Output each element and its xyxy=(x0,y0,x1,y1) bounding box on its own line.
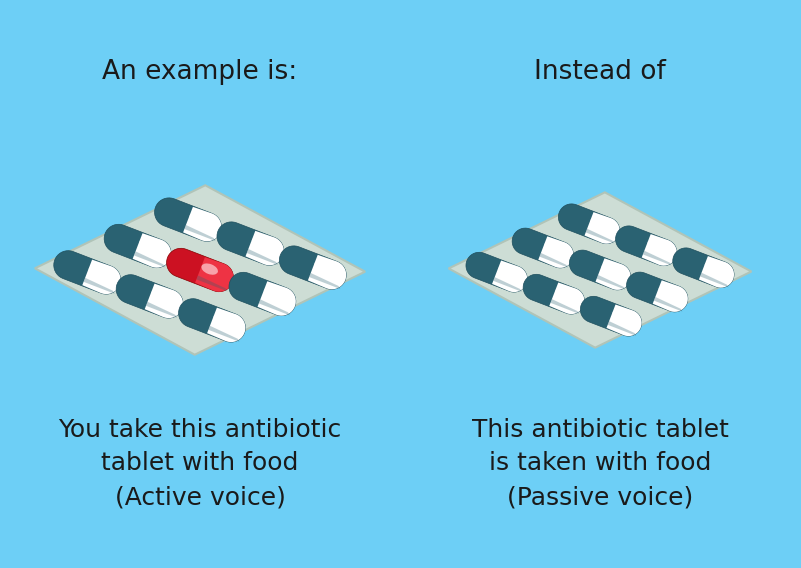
Polygon shape xyxy=(247,249,278,265)
Polygon shape xyxy=(653,280,688,312)
Polygon shape xyxy=(207,308,245,342)
Polygon shape xyxy=(654,297,682,312)
Ellipse shape xyxy=(590,218,606,228)
Polygon shape xyxy=(104,224,171,268)
Polygon shape xyxy=(585,212,620,244)
Polygon shape xyxy=(155,198,221,241)
Ellipse shape xyxy=(705,262,720,272)
Polygon shape xyxy=(699,256,734,288)
Polygon shape xyxy=(195,257,233,292)
Polygon shape xyxy=(626,272,688,312)
Text: This antibiotic tablet
is taken with food
(Passive voice): This antibiotic tablet is taken with foo… xyxy=(472,418,728,509)
Polygon shape xyxy=(550,299,579,314)
Polygon shape xyxy=(245,231,284,265)
Ellipse shape xyxy=(612,310,627,320)
Polygon shape xyxy=(449,193,751,348)
Polygon shape xyxy=(146,302,177,318)
Ellipse shape xyxy=(498,266,513,277)
Polygon shape xyxy=(83,278,115,294)
Polygon shape xyxy=(608,321,636,336)
Ellipse shape xyxy=(544,242,559,252)
Polygon shape xyxy=(35,185,365,355)
Polygon shape xyxy=(643,250,671,265)
Polygon shape xyxy=(492,261,527,292)
Polygon shape xyxy=(512,228,574,268)
Polygon shape xyxy=(54,250,121,294)
Polygon shape xyxy=(493,277,521,292)
Polygon shape xyxy=(597,275,626,290)
Polygon shape xyxy=(606,304,642,336)
Polygon shape xyxy=(183,207,221,241)
Ellipse shape xyxy=(252,237,268,248)
Ellipse shape xyxy=(213,314,230,325)
Polygon shape xyxy=(257,281,296,316)
Polygon shape xyxy=(134,252,165,268)
Polygon shape xyxy=(549,282,585,314)
Polygon shape xyxy=(673,248,734,288)
Polygon shape xyxy=(466,252,527,292)
Polygon shape xyxy=(540,253,568,268)
Polygon shape xyxy=(83,260,121,294)
Polygon shape xyxy=(700,273,729,287)
Polygon shape xyxy=(280,246,346,289)
Polygon shape xyxy=(184,225,215,241)
Ellipse shape xyxy=(139,240,155,250)
Ellipse shape xyxy=(647,240,662,250)
Polygon shape xyxy=(309,273,340,289)
Ellipse shape xyxy=(189,213,206,224)
Ellipse shape xyxy=(658,286,674,296)
Polygon shape xyxy=(145,283,183,318)
Text: You take this antibiotic
tablet with food
(Active voice): You take this antibiotic tablet with foo… xyxy=(58,418,341,509)
Polygon shape xyxy=(116,275,183,318)
Polygon shape xyxy=(570,250,630,290)
Polygon shape xyxy=(595,258,630,290)
Polygon shape xyxy=(642,234,677,266)
Polygon shape xyxy=(615,226,677,266)
Polygon shape xyxy=(558,204,620,244)
Ellipse shape xyxy=(89,266,105,277)
Ellipse shape xyxy=(201,264,218,275)
Ellipse shape xyxy=(555,288,570,299)
Polygon shape xyxy=(229,272,296,316)
Polygon shape xyxy=(179,299,245,342)
Text: Instead of: Instead of xyxy=(534,59,666,85)
Polygon shape xyxy=(217,222,284,265)
Polygon shape xyxy=(523,274,585,314)
Polygon shape xyxy=(259,299,290,315)
Ellipse shape xyxy=(314,261,331,272)
Polygon shape xyxy=(538,236,574,268)
Text: An example is:: An example is: xyxy=(103,59,298,85)
Ellipse shape xyxy=(602,264,617,274)
Ellipse shape xyxy=(264,287,280,299)
Polygon shape xyxy=(581,296,642,336)
Polygon shape xyxy=(586,229,614,244)
Polygon shape xyxy=(133,233,171,268)
Polygon shape xyxy=(208,326,239,342)
Ellipse shape xyxy=(151,290,167,301)
Polygon shape xyxy=(196,275,227,291)
Polygon shape xyxy=(308,255,346,289)
Polygon shape xyxy=(167,248,233,292)
